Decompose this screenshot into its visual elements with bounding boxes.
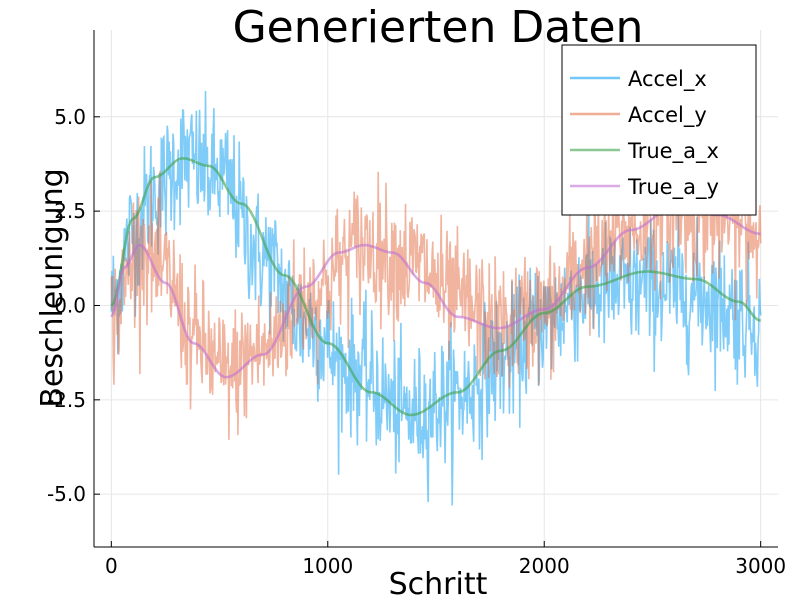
axes: [93, 30, 778, 548]
y-tick-label: -5.0: [47, 482, 86, 506]
legend: Accel_x Accel_y True_a_x True_a_y: [561, 44, 757, 216]
legend-label: True_a_y: [627, 175, 719, 200]
y-tick-label: 5.0: [54, 105, 86, 129]
series-line-true_a_y: [110, 206, 761, 379]
y-axis-label: Beschleunigung: [35, 168, 70, 407]
series-line-true_a_x: [110, 156, 761, 417]
y-tick-label: -2.5: [47, 388, 86, 412]
legend-label: Accel_x: [628, 67, 707, 92]
legend-label: Accel_y: [628, 103, 707, 128]
x-axis-label: Schritt: [389, 567, 488, 600]
x-tick-label: 3000: [735, 554, 786, 578]
x-tick-label: 2000: [519, 554, 570, 578]
x-tick-label: 1000: [302, 554, 353, 578]
x-tick-label: 0: [105, 554, 118, 578]
tick-labels: 0 1000 2000 3000 -5.0 -2.5 0.0 2.5 5.0: [47, 105, 786, 578]
series-line-accel_y: [110, 138, 762, 440]
y-tick-label: 2.5: [54, 199, 86, 223]
series-layer: [110, 90, 762, 506]
y-tick-label: 0.0: [54, 293, 86, 317]
legend-label: True_a_x: [627, 139, 719, 164]
